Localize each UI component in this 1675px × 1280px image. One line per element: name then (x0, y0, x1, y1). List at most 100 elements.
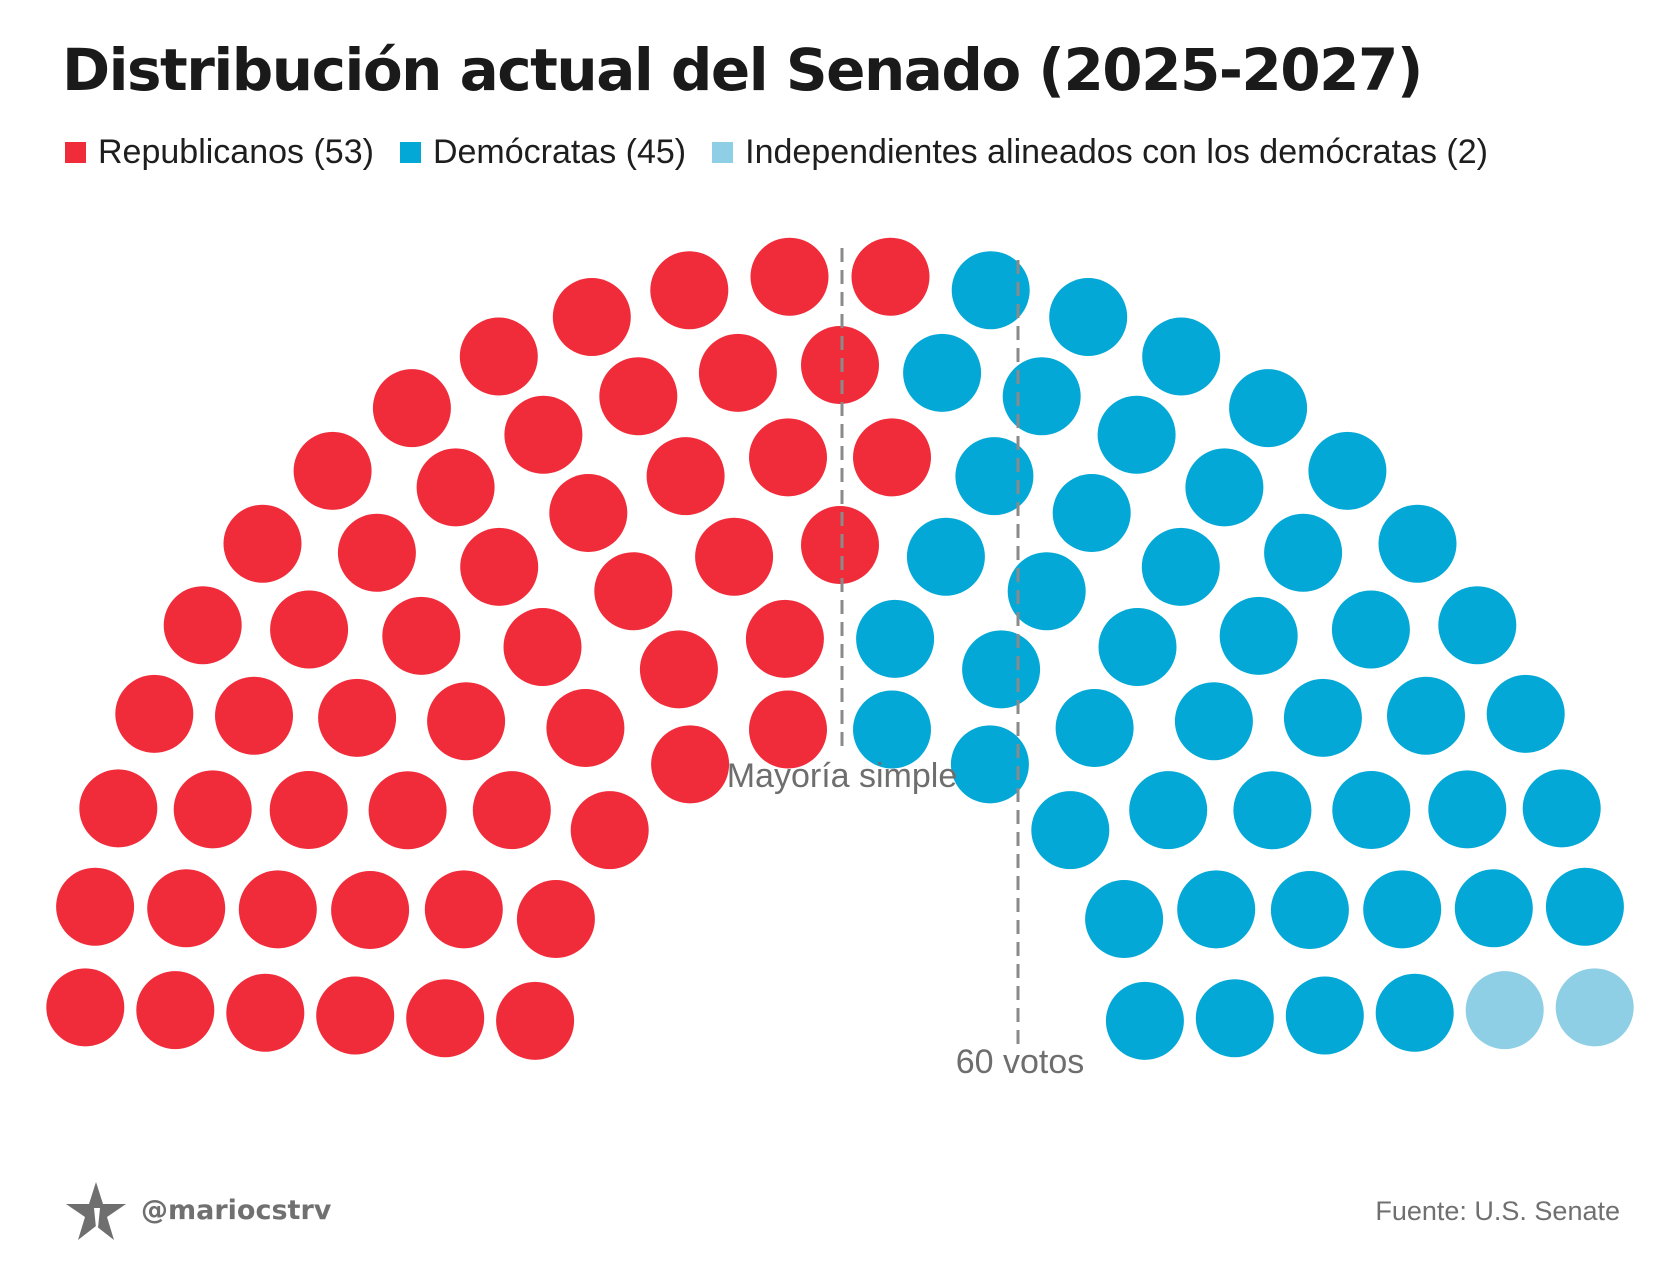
seat (163, 586, 242, 665)
seat (427, 682, 506, 761)
seat (646, 437, 725, 516)
seat (750, 237, 829, 316)
seat (516, 880, 595, 958)
seat (1308, 431, 1387, 510)
seat (56, 867, 135, 946)
seat (459, 317, 538, 396)
seat (1141, 527, 1220, 606)
seat (1002, 357, 1081, 436)
seat (851, 237, 930, 316)
legend-label-republicanos: Republicanos (53) (98, 133, 374, 171)
seat (1387, 676, 1465, 755)
seat (1545, 867, 1624, 946)
seat (1375, 973, 1454, 1052)
seat (1486, 674, 1565, 753)
seat (337, 513, 416, 592)
seat (1428, 770, 1507, 849)
seat (215, 676, 293, 755)
seat (698, 333, 777, 412)
star-logo-icon (66, 1182, 126, 1240)
legend-item-independientes: Independientes alineados con los demócra… (712, 133, 1488, 172)
legend-swatch-republicanos (65, 142, 86, 163)
seat (1055, 689, 1134, 767)
seat (223, 504, 302, 583)
sixty-votes-threshold-label: 60 votos (956, 1043, 1085, 1081)
seat (1378, 504, 1457, 583)
seat (1229, 369, 1308, 448)
seat (424, 870, 503, 949)
seat (1555, 968, 1634, 1047)
legend-label-independientes: Independientes alineados con los demócra… (745, 133, 1488, 171)
seat (745, 599, 824, 678)
seat (1195, 979, 1274, 1058)
seat (115, 674, 194, 753)
legend: Republicanos (53) Demócratas (45) Indepe… (65, 133, 1514, 172)
seat (951, 251, 1030, 330)
seat (962, 630, 1041, 709)
seat (1007, 552, 1086, 631)
seat (549, 474, 628, 552)
seat (639, 630, 718, 709)
seat (1283, 678, 1362, 757)
seat (1142, 317, 1221, 396)
seat (316, 976, 395, 1055)
seat (496, 981, 575, 1060)
seat (331, 871, 410, 949)
seat (1332, 771, 1411, 849)
seat (1052, 474, 1131, 552)
seat (801, 506, 879, 584)
seat (293, 431, 372, 510)
seat (1454, 869, 1533, 948)
source-note: Fuente: U.S. Senate (1375, 1196, 1620, 1226)
seat (651, 725, 730, 804)
seat (1129, 771, 1208, 850)
seat (406, 979, 485, 1058)
seat (1219, 596, 1298, 675)
seat (382, 596, 461, 675)
seat (546, 689, 625, 767)
seat (903, 333, 982, 412)
seat (46, 968, 125, 1047)
seat (147, 869, 226, 948)
seat (1049, 278, 1128, 356)
seat (368, 771, 447, 850)
seat (1177, 870, 1256, 949)
seat (650, 251, 729, 330)
legend-item-republicanos: Republicanos (53) (65, 133, 374, 172)
seat (906, 517, 985, 596)
legend-label-democratas: Demócratas (45) (432, 133, 687, 171)
seat (1233, 771, 1312, 850)
seat (173, 770, 252, 849)
seat (1270, 871, 1349, 949)
seat (695, 517, 774, 596)
seat (270, 590, 349, 669)
seat (552, 278, 631, 356)
seat (1097, 395, 1176, 474)
seat (269, 771, 348, 849)
seat (318, 678, 397, 757)
seat (1105, 981, 1184, 1060)
seat (1438, 586, 1517, 665)
seats-group (46, 237, 1634, 1060)
seat (1031, 791, 1110, 870)
seat (599, 357, 678, 436)
seat (460, 527, 539, 606)
seat (955, 437, 1034, 516)
legend-item-democratas: Demócratas (45) (399, 133, 687, 172)
seat (504, 395, 583, 474)
seat (1174, 682, 1253, 761)
seat (79, 769, 158, 848)
seat (238, 870, 317, 949)
seat (416, 448, 495, 527)
legend-swatch-independientes (712, 142, 734, 163)
seat (372, 369, 451, 448)
seat (1285, 976, 1364, 1055)
seat (1522, 769, 1601, 848)
majority-threshold-label: Mayoría simple (727, 757, 958, 795)
seat (1363, 870, 1442, 949)
author-handle: @mariocstrv (141, 1195, 332, 1226)
seat (570, 791, 649, 870)
seat (226, 973, 305, 1052)
seat (1098, 608, 1177, 686)
